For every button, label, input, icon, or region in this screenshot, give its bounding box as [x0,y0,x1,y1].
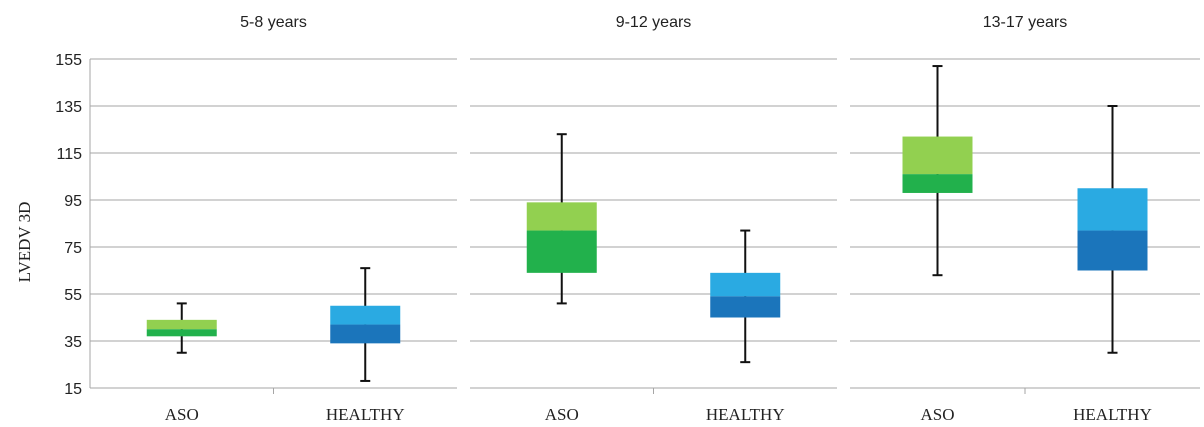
y-tick-label: 35 [64,334,82,351]
healthy-box-lower [1077,230,1148,271]
healthy-box-lower [330,324,401,344]
aso-box-upper [526,202,597,231]
category-label: ASO [920,405,954,424]
y-tick-label: 95 [64,193,82,210]
aso-box-lower [526,230,597,273]
panel-2: 9-12 years ASO HEALTHY [470,14,837,424]
panel-title: 9-12 years [616,14,692,31]
y-tick-label: 75 [64,240,82,257]
panel-3: 13-17 years ASO HEALTHY [850,14,1200,424]
panel-1: 5-8 years ASO HEALTHY [89,14,457,424]
healthy-box-lower [710,296,781,318]
healthy-box-upper [710,272,781,297]
category-label: HEALTHY [706,405,785,424]
panel-title: 13-17 years [983,14,1068,31]
y-tick-label: 155 [55,52,82,69]
panel-title: 5-8 years [240,14,307,31]
y-axis-title: LVEDV 3D [15,202,34,283]
category-label: HEALTHY [1073,405,1152,424]
aso-box-upper [902,136,973,175]
y-axis-ticks: 15 35 55 75 95 115 135 155 [55,52,82,398]
y-tick-label: 135 [55,99,82,116]
category-label: HEALTHY [326,405,405,424]
category-label: ASO [165,405,199,424]
aso-box-lower [902,174,973,193]
y-tick-label: 115 [56,146,82,163]
aso-box-upper [146,319,217,330]
y-tick-label: 15 [64,381,82,398]
aso-box-lower [146,329,217,337]
y-tick-label: 55 [64,287,82,304]
category-label: ASO [545,405,579,424]
healthy-box-upper [1077,188,1148,231]
healthy-box-upper [330,305,401,325]
